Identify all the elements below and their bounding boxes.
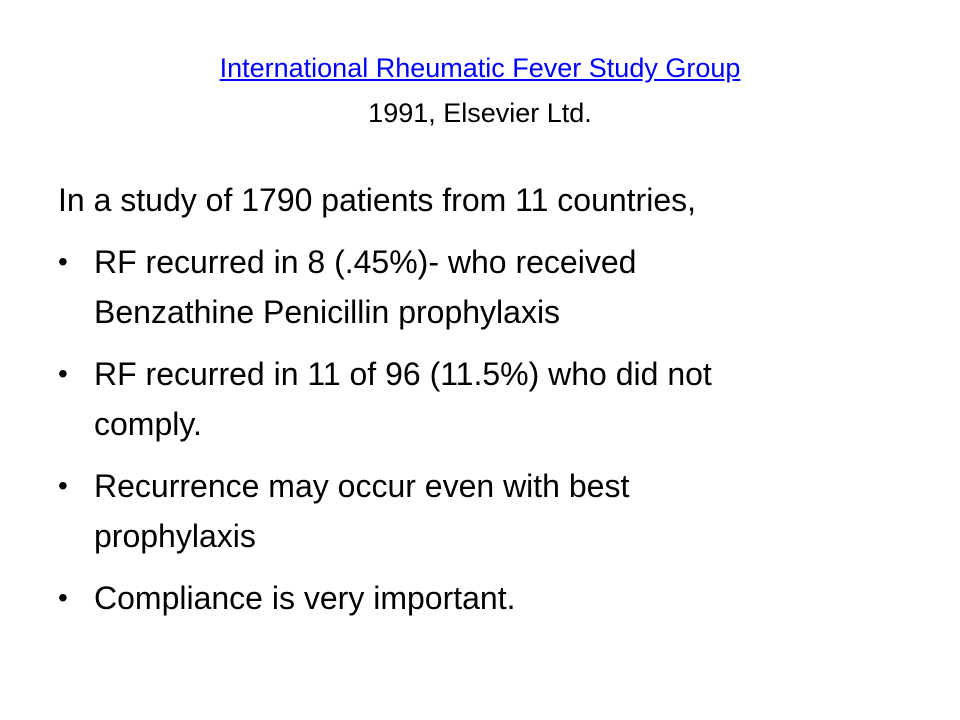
bullet-icon: • [58,582,68,613]
intro-text: In a study of 1790 patients from 11 coun… [58,182,696,218]
bullet-text-line: Compliance is very important. [94,580,516,616]
slide-body: In a study of 1790 patients from 11 coun… [58,175,908,635]
bullet-item: • RF recurred in 8 (.45%)- who received … [58,237,908,337]
bullet-text-line: RF recurred in 11 of 96 (11.5%) who did … [94,356,712,392]
bullet-item: • Recurrence may occur even with best pr… [58,461,908,561]
bullet-text-line: prophylaxis [94,518,256,554]
bullet-icon: • [58,246,68,277]
bullet-item: • Compliance is very important. [58,573,908,623]
bullet-icon: • [58,470,68,501]
slide-title: International Rheumatic Fever Study Grou… [0,46,960,136]
title-link-line: International Rheumatic Fever Study Grou… [0,46,960,91]
bullet-text-line: RF recurred in 8 (.45%)- who received [94,244,637,280]
bullet-item: • RF recurred in 11 of 96 (11.5%) who di… [58,349,908,449]
source-link[interactable]: International Rheumatic Fever Study Grou… [219,53,741,83]
bullet-list: • RF recurred in 8 (.45%)- who received … [58,237,908,623]
bullet-icon: • [58,358,68,389]
source-subtitle: 1991, Elsevier Ltd. [368,98,592,128]
bullet-text-line: Benzathine Penicillin prophylaxis [94,294,561,330]
bullet-text-line: comply. [94,406,202,442]
bullet-text-line: Recurrence may occur even with best [94,468,630,504]
